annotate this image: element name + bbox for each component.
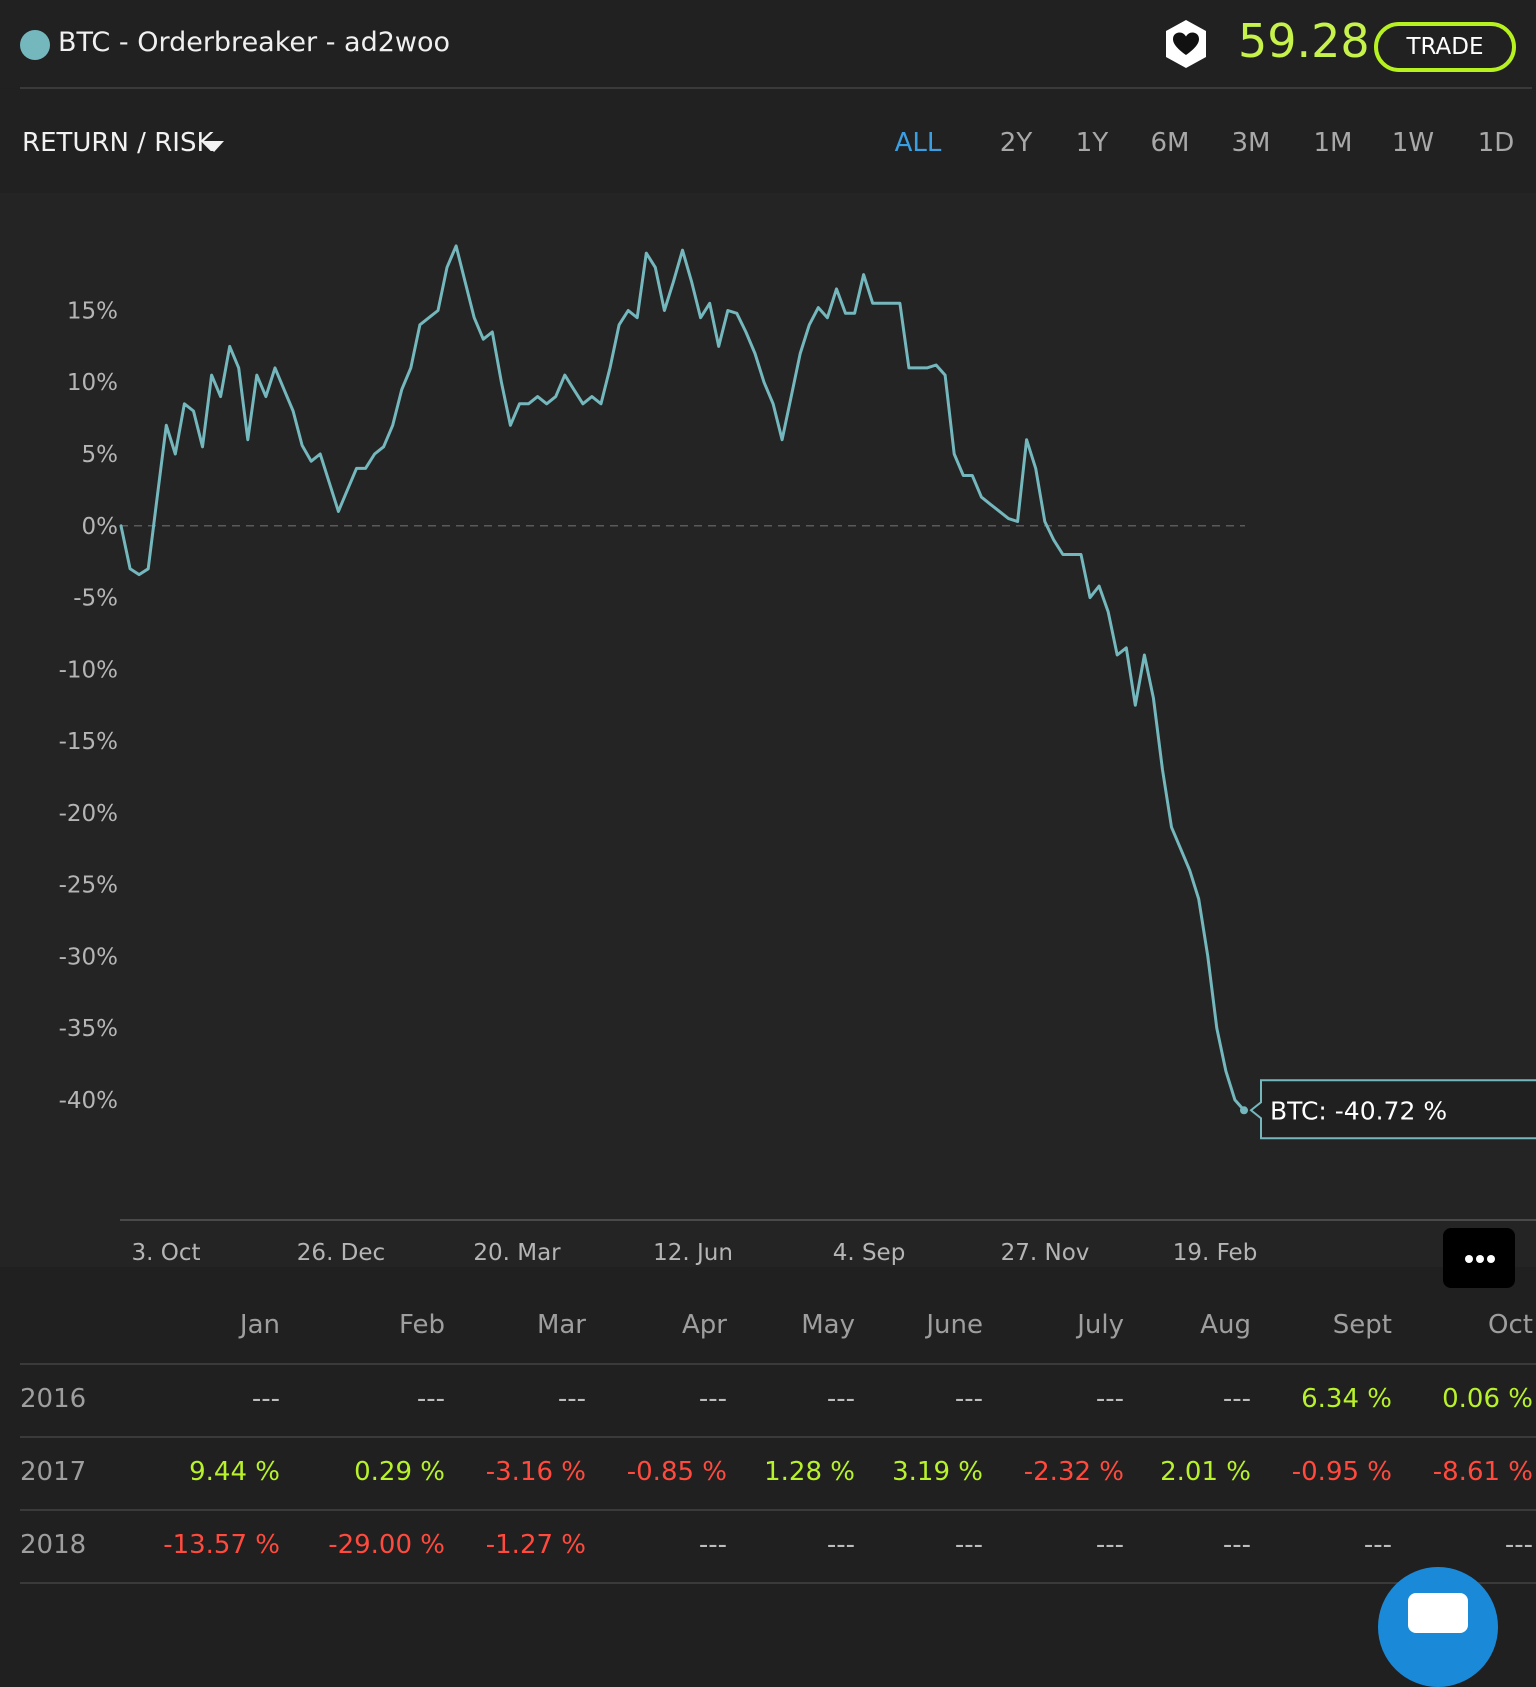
- month-header: Apr: [682, 1310, 727, 1340]
- y-tick-label: -25%: [59, 873, 118, 899]
- return-line-chart: 15% 10% 5% 0% -5% -10% -15% -20% -25% -30% -35% -40…: [59, 244, 1536, 1266]
- chat-icon: [1408, 1593, 1468, 1633]
- month-header: Feb: [398, 1310, 445, 1340]
- btc-return-line: [119, 244, 1246, 1112]
- x-tick-label: 27. Nov: [1001, 1240, 1090, 1266]
- range-tab-all[interactable]: ALL: [894, 128, 942, 158]
- table-cell: ---: [826, 1530, 855, 1560]
- table-cell: -2.32 %: [1023, 1457, 1124, 1487]
- top-bar: [0, 0, 1536, 88]
- table-row-year: 2017: [20, 1457, 87, 1487]
- range-tab-2y[interactable]: 2Y: [999, 128, 1033, 158]
- range-tab-1m[interactable]: 1M: [1313, 128, 1353, 158]
- table-row-divider: [20, 1582, 1536, 1584]
- table-cell: 6.34 %: [1301, 1384, 1392, 1414]
- x-tick-label: 12. Jun: [653, 1240, 733, 1266]
- ellipsis-dot-icon: [1465, 1255, 1473, 1263]
- header-divider: [20, 87, 1532, 89]
- table-row-divider: [20, 1363, 1536, 1365]
- table-cell: 0.29 %: [354, 1457, 445, 1487]
- table-cell: ---: [698, 1530, 727, 1560]
- y-tick-label: -5%: [73, 586, 118, 612]
- tooltip-text: BTC: -40.72 %: [1270, 1096, 1447, 1125]
- table-cell: -0.85 %: [626, 1457, 727, 1487]
- x-tick-label: 20. Mar: [473, 1240, 561, 1266]
- table-cell: -0.95 %: [1291, 1457, 1392, 1487]
- x-tick-label: 3. Oct: [131, 1240, 200, 1266]
- table-cell: ---: [1095, 1384, 1124, 1414]
- y-tick-label: 0%: [82, 514, 119, 540]
- table-cell: 0.06 %: [1442, 1384, 1533, 1414]
- table-row-divider: [20, 1509, 1536, 1511]
- x-tick-label: 19. Feb: [1173, 1240, 1258, 1266]
- table-cell: -13.57 %: [163, 1530, 280, 1560]
- table-cell: 1.28 %: [764, 1457, 855, 1487]
- metric-dropdown-label[interactable]: RETURN / RISK: [22, 128, 214, 158]
- month-header: Jan: [239, 1310, 280, 1340]
- table-cell: ---: [1222, 1384, 1251, 1414]
- ellipsis-dot-icon: [1487, 1255, 1495, 1263]
- y-tick-label: -40%: [59, 1088, 118, 1114]
- month-header: Mar: [536, 1310, 586, 1340]
- table-cell: -8.61 %: [1432, 1457, 1533, 1487]
- table-cell: ---: [1363, 1530, 1392, 1560]
- table-row-year: 2018: [20, 1530, 87, 1560]
- month-header: Oct: [1488, 1310, 1533, 1340]
- chat-fab-button[interactable]: [1378, 1567, 1498, 1687]
- table-cell: -3.16 %: [485, 1457, 586, 1487]
- range-tab-6m[interactable]: 6M: [1150, 128, 1190, 158]
- x-tick-label: 26. Dec: [297, 1240, 385, 1266]
- y-tick-label: -30%: [59, 944, 118, 970]
- table-cell: ---: [1504, 1530, 1533, 1560]
- last-point-marker: [1240, 1106, 1248, 1115]
- y-tick-label: -20%: [59, 801, 118, 827]
- table-cell: 3.19 %: [892, 1457, 983, 1487]
- y-tick-label: -15%: [59, 729, 118, 755]
- month-header: June: [926, 1310, 983, 1340]
- table-cell: ---: [557, 1384, 586, 1414]
- table-cell: ---: [954, 1530, 983, 1560]
- table-cell: ---: [251, 1384, 280, 1414]
- tooltip-box: [1249, 1079, 1536, 1140]
- ellipsis-dot-icon: [1476, 1255, 1484, 1263]
- chart-toolbar: [0, 89, 1536, 193]
- range-tab-1y[interactable]: 1Y: [1075, 128, 1109, 158]
- y-tick-label: 5%: [82, 442, 119, 468]
- table-cell: ---: [826, 1384, 855, 1414]
- strategy-color-dot: [20, 30, 50, 60]
- table-cell: -1.27 %: [485, 1530, 586, 1560]
- month-header: Sept: [1332, 1310, 1392, 1340]
- table-cell: 2.01 %: [1160, 1457, 1251, 1487]
- month-header: July: [1077, 1310, 1124, 1340]
- score-value: 59.28: [1238, 14, 1370, 68]
- table-cell: ---: [954, 1384, 983, 1414]
- table-row-year: 2016: [20, 1384, 87, 1414]
- y-tick-label: -10%: [59, 657, 118, 683]
- range-tab-1d[interactable]: 1D: [1477, 128, 1515, 158]
- range-tab-3m[interactable]: 3M: [1231, 128, 1271, 158]
- y-tick-label: -35%: [59, 1016, 118, 1042]
- table-row-divider: [20, 1436, 1536, 1438]
- table-cell: ---: [1095, 1530, 1124, 1560]
- table-cell: ---: [416, 1384, 445, 1414]
- y-tick-label: 10%: [67, 370, 118, 396]
- table-cell: ---: [1222, 1530, 1251, 1560]
- table-cell: -29.00 %: [328, 1530, 445, 1560]
- more-options-button[interactable]: [1443, 1228, 1515, 1288]
- table-cell: ---: [698, 1384, 727, 1414]
- chevron-down-icon[interactable]: [204, 141, 224, 152]
- favorite-heart-icon[interactable]: [1162, 18, 1210, 70]
- strategy-title: BTC - Orderbreaker - ad2woo: [58, 27, 451, 58]
- month-header: May: [801, 1310, 855, 1340]
- x-tick-label: 4. Sep: [833, 1240, 906, 1266]
- trade-button[interactable]: TRADE: [1374, 22, 1516, 72]
- y-tick-label: 15%: [67, 298, 118, 324]
- table-cell: 9.44 %: [189, 1457, 280, 1487]
- range-tab-1w[interactable]: 1W: [1391, 128, 1435, 158]
- month-header: Aug: [1200, 1310, 1251, 1340]
